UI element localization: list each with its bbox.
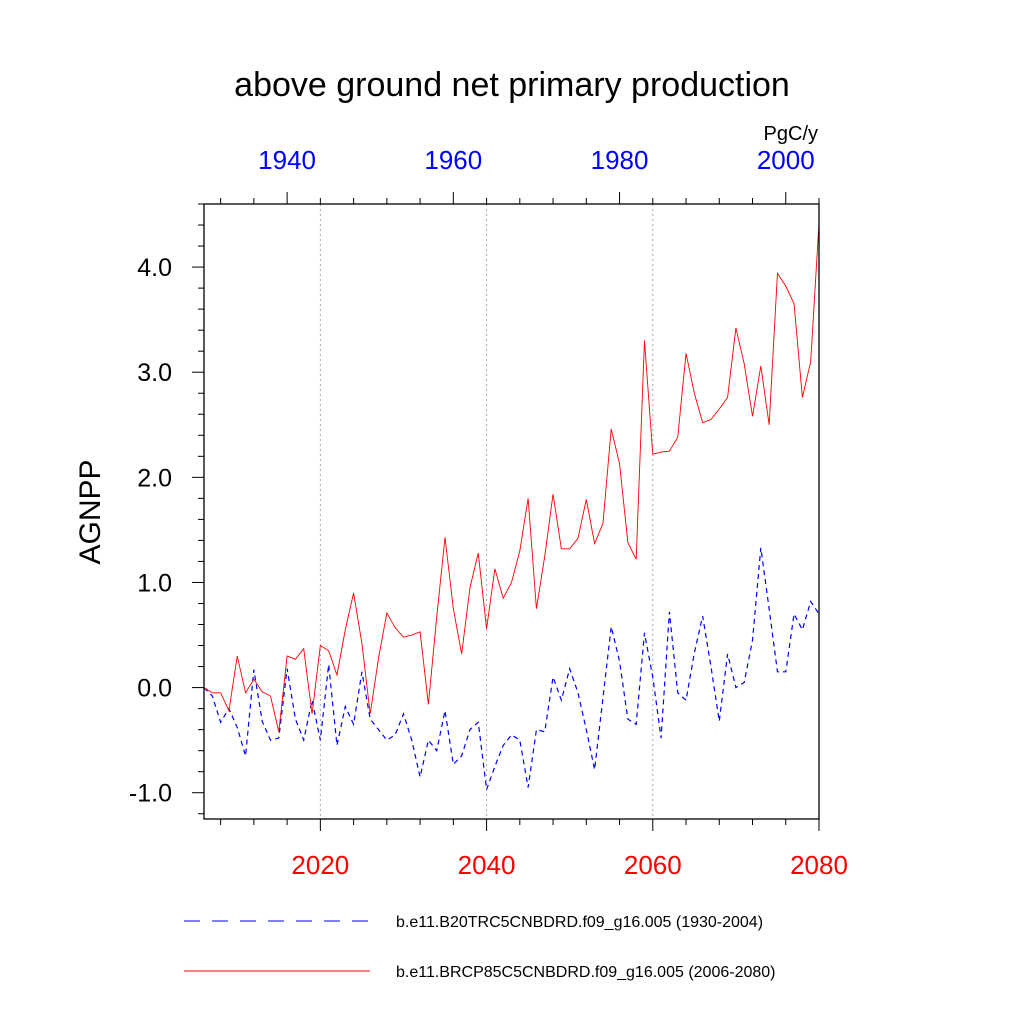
x-bottom-tick-label: 2020 — [291, 850, 349, 880]
historical-series-line — [203, 547, 820, 790]
x-top-tick-label: 1940 — [258, 145, 316, 175]
x-bottom-tick-label: 2080 — [790, 850, 848, 880]
legend-label: b.e11.B20TRC5CNBDRD.f09_g16.005 (1930-20… — [396, 914, 763, 931]
y-tick-label: 4.0 — [137, 254, 172, 282]
chart-title: above ground net primary production — [234, 66, 790, 104]
x-top-tick-label: 2000 — [757, 145, 815, 175]
x-top-tick-label: 1960 — [424, 145, 482, 175]
x-top-tick-label: 1980 — [591, 145, 649, 175]
units-label: PgC/y — [764, 123, 818, 145]
y-tick-label: 1.0 — [137, 569, 172, 597]
plot-frame — [203, 203, 820, 820]
x-bottom-tick-label: 2040 — [458, 850, 516, 880]
y-tick-label: -1.0 — [129, 780, 172, 808]
series-group — [203, 222, 820, 790]
axes: -1.0 0.0 1.0 2.0 3.0 4.0 2020 2040 2060 2080 1940 1… — [129, 145, 848, 880]
legend-label: b.e11.BRCP85C5CNBDRD.f09_g16.005 (2006-2… — [396, 964, 775, 981]
y-tick-label: 2.0 — [137, 464, 172, 492]
y-tick-label: 3.0 — [137, 359, 172, 387]
gridlines — [319, 204, 654, 819]
y-axis-label: AGNPP — [74, 459, 107, 564]
x-bottom-tick-label: 2060 — [624, 850, 682, 880]
y-tick-label: 0.0 — [137, 675, 172, 703]
rcp85-series-line — [203, 222, 820, 732]
legend: b.e11.B20TRC5CNBDRD.f09_g16.005 (1930-20… — [184, 914, 775, 981]
